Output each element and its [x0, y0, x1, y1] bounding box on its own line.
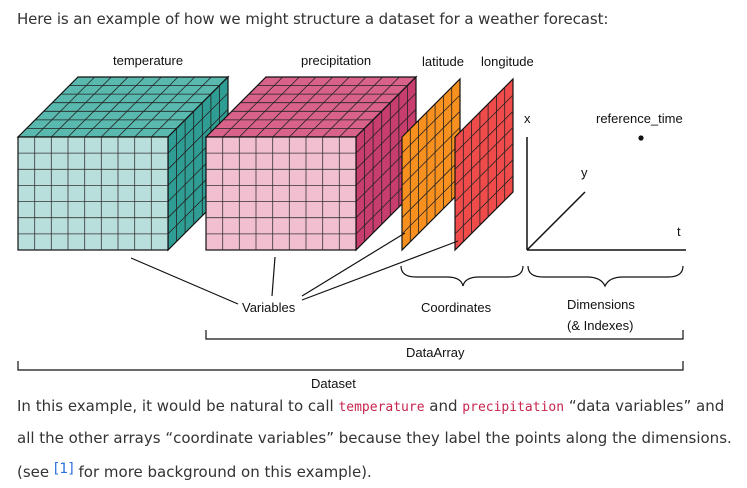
para-text-1: In this example, it would be natural to … — [17, 397, 339, 415]
coordinates-label: Coordinates — [421, 300, 492, 315]
indexes-label: (& Indexes) — [567, 318, 633, 333]
para-text-4: for more background on this example). — [73, 463, 372, 481]
y-dim-label: y — [581, 165, 588, 180]
code-temperature: temperature — [338, 400, 425, 415]
x-dim-label: x — [524, 111, 531, 126]
temperature-label: temperature — [113, 53, 183, 68]
precipitation-label: precipitation — [301, 53, 371, 68]
intro-text: Here is an example of how we might struc… — [17, 10, 609, 28]
reference-time-label: reference_time — [596, 111, 683, 126]
longitude-label: longitude — [481, 54, 534, 69]
explanation-paragraph: In this example, it would be natural to … — [17, 391, 732, 488]
dataarray-label: DataArray — [406, 345, 465, 360]
dimensions-brace — [527, 265, 684, 288]
temperature-front — [17, 136, 169, 251]
temperature-cube — [16, 75, 230, 252]
code-precipitation: precipitation — [462, 400, 565, 415]
variables-pointer-lines — [130, 232, 459, 305]
para-text-3: “data variables” and all the other array… — [17, 397, 732, 481]
latitude-label: latitude — [422, 54, 464, 69]
temperature-top — [16, 76, 230, 138]
longitude-plane — [454, 77, 514, 252]
variables-label: Variables — [242, 300, 296, 315]
latitude-plane — [401, 77, 461, 252]
dimension-axes — [526, 137, 686, 251]
dimensions-label: Dimensions — [567, 297, 635, 312]
reference-link-1[interactable]: [1] — [53, 461, 74, 477]
dataarray-bracket — [205, 330, 684, 340]
reference-time-dot — [638, 135, 644, 141]
dataset-diagram: temperature precipitation latitude longi… — [16, 53, 686, 391]
dataset-bracket — [17, 361, 684, 371]
coordinates-brace — [400, 265, 524, 287]
dataset-label: Dataset — [311, 376, 356, 391]
precipitation-front — [205, 136, 357, 251]
precipitation-cube — [204, 75, 418, 252]
y-axis-line — [526, 191, 586, 251]
para-text-2: and — [424, 397, 463, 415]
t-dim-label: t — [677, 224, 681, 239]
precipitation-top — [204, 76, 418, 138]
